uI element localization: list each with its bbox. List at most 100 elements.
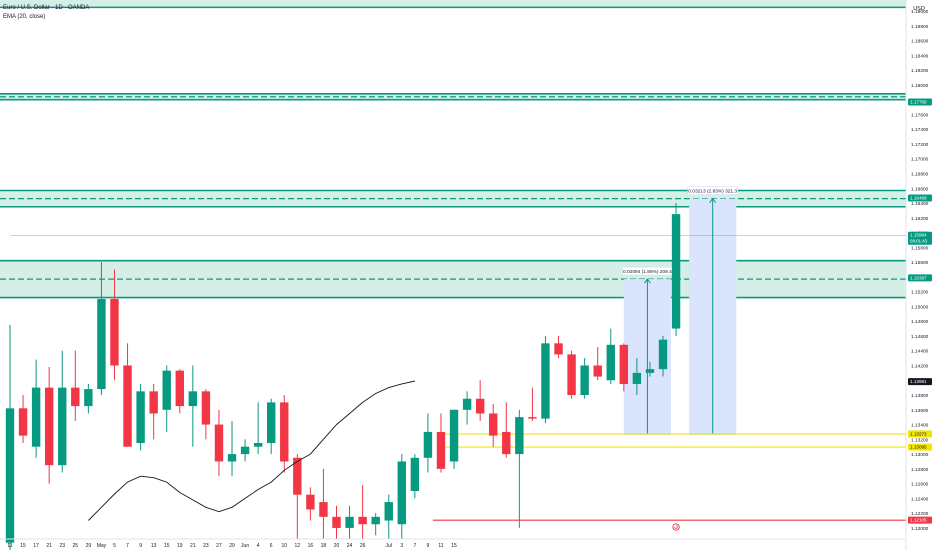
- price-tick-14: 1.16400: [911, 201, 929, 207]
- price-badge-5: [908, 430, 932, 438]
- price-badge-3: [908, 274, 932, 282]
- price-tick-5: 1.18200: [911, 68, 929, 74]
- price-badge-sub-2: 08:01:43: [910, 239, 928, 244]
- price-tick-6: 1.18000: [911, 83, 929, 89]
- candle-40: [528, 417, 537, 419]
- price-axis[interactable]: 1.19000 1.18800 1.18600 1.18400 1.18200 1.180…: [911, 9, 929, 532]
- indicator-label[interactable]: EMA (20, close): [3, 14, 46, 20]
- date-tick-15: 23: [203, 543, 209, 549]
- date-tick-26: 24: [347, 543, 353, 549]
- price-badge-6: [908, 443, 932, 451]
- chart-legend: Euro / U.S. Dollar · 1D · OANDA EMA (20,…: [3, 4, 89, 22]
- date-tick-22: 12: [295, 543, 301, 549]
- date-tick-1: 15: [20, 543, 26, 549]
- currency-label: USD: [913, 6, 925, 12]
- date-tick-7: May: [97, 543, 107, 549]
- price-tick-29: 1.13400: [911, 423, 929, 429]
- candle-41: [541, 343, 550, 419]
- price-tick-34: 1.12400: [911, 496, 929, 502]
- zone-0-fill: [0, 0, 906, 8]
- date-tick-9: 7: [126, 543, 129, 549]
- price-tick-30: 1.13200: [911, 437, 929, 443]
- candle-43: [567, 354, 576, 396]
- date-tick-17: 29: [229, 543, 235, 549]
- candle-31: [410, 457, 420, 492]
- candle-37: [489, 413, 498, 436]
- price-badge-2: [908, 231, 932, 245]
- time-axis[interactable]: 11 15 17 21 23 25 29 May 5 7 9 13 15 19 21 23 27 29 Jun 4 6 1…: [7, 543, 457, 549]
- date-tick-32: 11: [438, 543, 443, 549]
- price-badge-4: [908, 378, 932, 386]
- event-marker-icon[interactable]: [672, 523, 680, 531]
- candle-28: [371, 516, 380, 525]
- price-badge-0: [908, 98, 932, 106]
- candle-11: [149, 391, 158, 414]
- date-tick-18: Jun: [241, 543, 249, 549]
- measure-1-arrowhead: [709, 197, 717, 203]
- price-tick-35: 1.12200: [911, 511, 929, 517]
- date-tick-21: 10: [281, 543, 287, 549]
- date-tick-8: 5: [113, 543, 116, 549]
- date-tick-12: 15: [164, 543, 170, 549]
- price-tick-33: 1.12600: [911, 482, 929, 488]
- price-tick-11: 1.17000: [911, 157, 929, 163]
- price-badge-label-5: 1.13273: [910, 431, 927, 436]
- price-tick-2: 1.18800: [911, 24, 929, 30]
- price-tick-12: 1.16800: [911, 172, 929, 178]
- candle-27: [358, 516, 367, 525]
- date-tick-24: 18: [321, 543, 327, 549]
- candle-24: [319, 502, 328, 517]
- date-tick-25: 20: [334, 543, 340, 549]
- candle-25: [332, 516, 341, 528]
- price-tick-28: 1.13600: [911, 408, 929, 414]
- date-tick-4: 23: [59, 543, 65, 549]
- price-tick-32: 1.12800: [911, 467, 929, 473]
- price-tick-4: 1.18400: [911, 53, 929, 59]
- symbol-title[interactable]: Euro / U.S. Dollar · 1D · OANDA: [3, 5, 90, 11]
- date-tick-29: 3: [400, 543, 403, 549]
- measure-1-label: 0.03213 (2.83%) 321.3: [688, 189, 737, 195]
- price-badge-1: [908, 194, 932, 202]
- candle-10: [136, 391, 145, 444]
- date-tick-0: 11: [7, 543, 12, 549]
- date-tick-19: 4: [257, 543, 260, 549]
- candle-7: [97, 299, 106, 390]
- candle-48: [632, 372, 642, 384]
- candle-44: [580, 365, 589, 396]
- candle-39: [515, 417, 524, 455]
- price-badge-label-1: 1.16469: [910, 195, 927, 200]
- measure-0-arrowhead: [644, 278, 651, 284]
- candles-layer: [5, 203, 681, 550]
- candle-9: [123, 365, 132, 447]
- price-badge-label-2: 1.15964: [910, 233, 927, 238]
- marker-layer: [672, 523, 680, 531]
- candle-0: [5, 408, 15, 543]
- date-tick-16: 27: [216, 543, 222, 549]
- candle-23: [306, 494, 315, 510]
- candle-38: [502, 431, 511, 455]
- candle-17: [227, 454, 237, 462]
- measure-0-label: 0.02094 (1.85%) 209.4: [623, 269, 672, 275]
- price-tick-13: 1.16600: [911, 186, 929, 192]
- ema-layer: [88, 380, 415, 521]
- date-tick-20: 6: [270, 543, 273, 549]
- candle-50: [658, 339, 668, 370]
- price-badge-label-7: 1.12105: [910, 518, 927, 523]
- date-tick-30: 7: [413, 543, 416, 549]
- candle-13: [175, 370, 184, 407]
- price-badge-label-0: 1.17769: [910, 99, 927, 104]
- candle-42: [554, 343, 563, 355]
- candle-47: [619, 344, 629, 384]
- date-tick-27: 26: [360, 543, 366, 549]
- candle-14: [188, 391, 198, 407]
- price-tick-9: 1.17400: [911, 127, 929, 133]
- candle-20: [267, 402, 276, 444]
- hlines-layer: [10, 234, 906, 521]
- price-tick-27: 1.13800: [911, 393, 929, 399]
- date-tick-11: 13: [151, 543, 157, 549]
- candle-18: [240, 446, 250, 455]
- price-tick-15: 1.16200: [911, 216, 929, 222]
- price-tick-18: 1.15600: [911, 260, 929, 266]
